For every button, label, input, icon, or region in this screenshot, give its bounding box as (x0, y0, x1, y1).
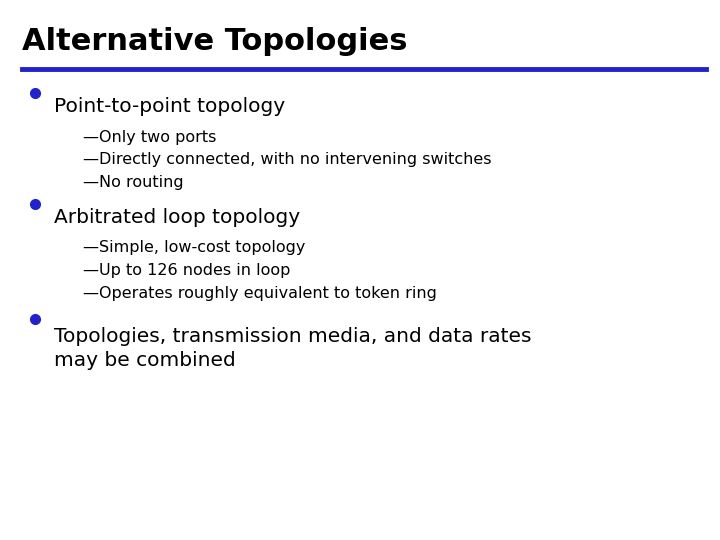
Text: —Directly connected, with no intervening switches: —Directly connected, with no intervening… (83, 152, 491, 167)
Text: Topologies, transmission media, and data rates
may be combined: Topologies, transmission media, and data… (54, 327, 531, 370)
Text: —Simple, low-cost topology: —Simple, low-cost topology (83, 240, 305, 255)
Text: —No routing: —No routing (83, 175, 184, 190)
Text: —Operates roughly equivalent to token ring: —Operates roughly equivalent to token ri… (83, 286, 436, 301)
Text: —Only two ports: —Only two ports (83, 130, 216, 145)
Text: Point-to-point topology: Point-to-point topology (54, 97, 285, 116)
Text: Alternative Topologies: Alternative Topologies (22, 27, 407, 56)
Text: Arbitrated loop topology: Arbitrated loop topology (54, 208, 300, 227)
Text: —Up to 126 nodes in loop: —Up to 126 nodes in loop (83, 263, 290, 278)
